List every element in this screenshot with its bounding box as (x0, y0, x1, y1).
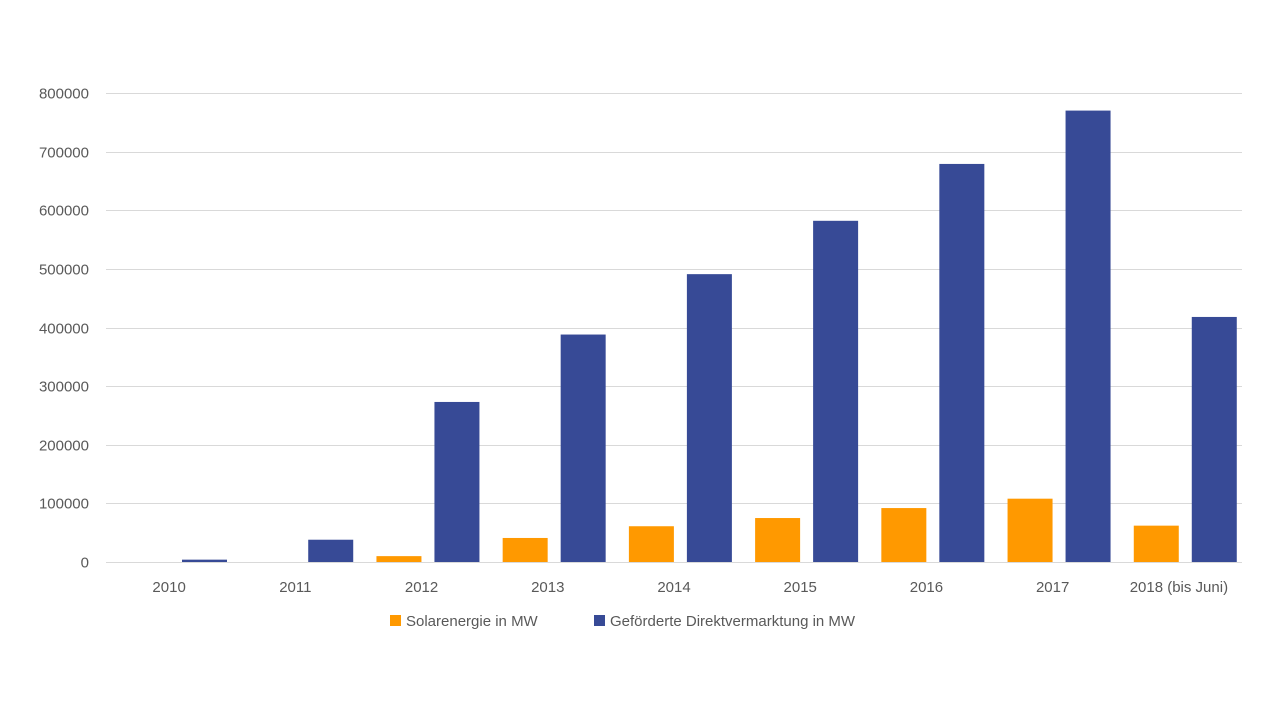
bar-solarenergie (881, 508, 927, 562)
bar-solarenergie (1133, 525, 1179, 562)
y-tick-label: 500000 (39, 262, 89, 279)
bar-solarenergie (502, 537, 548, 562)
x-tick-label: 2014 (657, 579, 690, 596)
gridlines (106, 93, 1242, 504)
bars (182, 110, 1237, 563)
x-tick-label: 2011 (279, 579, 311, 596)
legend-label-direktvermarktung: Geförderte Direktvermarktung in MW (610, 613, 856, 630)
y-tick-label: 600000 (39, 203, 89, 220)
legend: Solarenergie in MW Geförderte Direktverma… (390, 613, 856, 630)
x-tick-label: 2010 (152, 579, 185, 596)
x-tick-label: 2012 (405, 579, 438, 596)
x-axis: 2010 2011 2012 2013 2014 2015 2016 2017 2018 (bi… (106, 562, 1242, 596)
legend-swatch-solarenergie (390, 615, 401, 626)
bar-direktvermarktung (182, 559, 227, 562)
bar-solarenergie (376, 556, 422, 562)
y-tick-label: 300000 (39, 379, 89, 396)
y-axis: 0 100000 200000 300000 400000 500000 600000 700… (39, 86, 89, 572)
x-tick-label: 2013 (531, 579, 564, 596)
bar-direktvermarktung (1191, 316, 1237, 562)
legend-swatch-direktvermarktung (594, 615, 605, 626)
x-tick-label: 2015 (784, 579, 817, 596)
y-tick-label: 200000 (39, 438, 89, 455)
x-tick-label: 2017 (1036, 579, 1069, 596)
x-tick-label: 2016 (910, 579, 943, 596)
bar-direktvermarktung (1065, 110, 1111, 563)
y-tick-label: 700000 (39, 145, 89, 162)
x-tick-label: 2018 (bis Juni) (1130, 579, 1228, 596)
bar-direktvermarktung (939, 163, 985, 562)
bar-direktvermarktung (813, 220, 859, 563)
bar-direktvermarktung (560, 334, 606, 562)
bar-direktvermarktung (686, 274, 732, 562)
legend-label-solarenergie: Solarenergie in MW (406, 613, 539, 630)
bar-direktvermarktung (308, 539, 354, 562)
y-tick-label: 0 (81, 555, 89, 572)
y-tick-label: 100000 (39, 496, 89, 513)
bar-solarenergie (755, 518, 801, 562)
y-tick-label: 800000 (39, 86, 89, 103)
bar-direktvermarktung (434, 401, 480, 562)
y-tick-label: 400000 (39, 321, 89, 338)
bar-solarenergie (1007, 498, 1053, 562)
bar-solarenergie (628, 526, 674, 562)
